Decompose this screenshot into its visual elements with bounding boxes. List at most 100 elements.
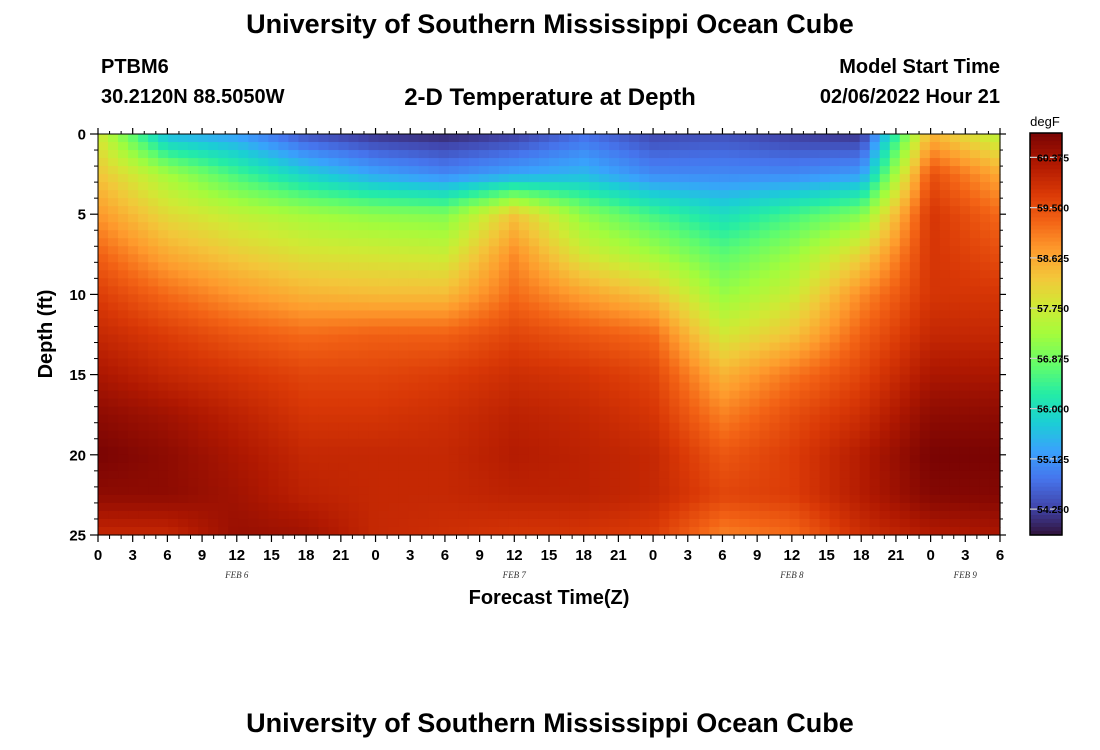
heatmap-cell [549, 230, 560, 239]
heatmap-cell [398, 246, 410, 255]
heatmap-cell [418, 214, 430, 223]
colorbar-band [1030, 346, 1062, 351]
heatmap-cell [238, 398, 249, 408]
heatmap-cell [158, 350, 169, 360]
heatmap-cell [538, 310, 550, 320]
heatmap-cell [779, 502, 791, 512]
colorbar-band [1030, 358, 1062, 363]
heatmap-cell [909, 350, 921, 360]
heatmap-cell [538, 174, 550, 183]
heatmap-cell [659, 510, 670, 520]
heatmap-cell [488, 430, 500, 440]
heatmap-cell [108, 262, 119, 271]
heatmap-cell [168, 470, 179, 480]
heatmap-cell [208, 494, 219, 504]
heatmap-cell [689, 422, 700, 432]
heatmap-cell [659, 446, 670, 456]
heatmap-cell [729, 270, 741, 279]
heatmap-cell [669, 342, 680, 352]
heatmap-cell [949, 214, 961, 223]
heatmap-cell [729, 398, 741, 408]
heatmap-cell [789, 526, 801, 536]
heatmap-cell [408, 422, 420, 432]
heatmap-cell [98, 366, 109, 376]
heatmap-cell [569, 326, 580, 336]
heatmap-cell [258, 350, 269, 360]
heatmap-cell [418, 358, 430, 368]
heatmap-cell [128, 174, 139, 183]
heatmap-cell [208, 390, 219, 400]
heatmap-cell [348, 318, 360, 328]
heatmap-cell [969, 406, 981, 416]
heatmap-cell [178, 198, 189, 207]
heatmap-cell [508, 174, 520, 183]
heatmap-cell [118, 318, 129, 328]
heatmap-cell [689, 398, 700, 408]
heatmap-cell [579, 470, 590, 480]
heatmap-cell [779, 382, 791, 392]
heatmap-cell [118, 286, 129, 295]
heatmap-cell [949, 278, 961, 287]
heatmap-cell [919, 486, 931, 496]
heatmap-cell [518, 246, 530, 255]
heatmap-cell [498, 206, 510, 215]
heatmap-cell [388, 462, 400, 472]
heatmap-cell [358, 518, 370, 528]
heatmap-cell [779, 518, 791, 528]
heatmap-cell [959, 494, 971, 504]
heatmap-cell [909, 502, 921, 512]
heatmap-cell [288, 438, 300, 448]
heatmap-cell [508, 502, 520, 512]
heatmap-cell [198, 438, 209, 448]
heatmap-cell [649, 406, 660, 416]
heatmap-cell [989, 406, 1001, 416]
heatmap-cell [238, 366, 249, 376]
heatmap-cell [559, 374, 570, 384]
heatmap-cell [338, 462, 350, 472]
heatmap-cell [559, 422, 570, 432]
heatmap-cell [709, 374, 720, 384]
heatmap-cell [789, 494, 801, 504]
heatmap-cell [599, 390, 610, 400]
heatmap-cell [128, 310, 139, 320]
heatmap-cell [969, 478, 981, 488]
heatmap-cell [368, 414, 380, 424]
heatmap-cell [378, 342, 390, 352]
heatmap-cell [108, 462, 119, 472]
heatmap-cell [939, 310, 951, 320]
heatmap-cell [238, 150, 249, 159]
heatmap-cell [348, 286, 360, 295]
heatmap-cell [418, 310, 430, 320]
heatmap-cell [579, 174, 590, 183]
heatmap-cell [689, 198, 700, 207]
heatmap-cell [128, 150, 139, 159]
heatmap-cell [739, 366, 751, 376]
heatmap-cell [198, 414, 209, 424]
heatmap-cell [819, 462, 831, 472]
heatmap-cell [819, 182, 831, 191]
heatmap-cell [699, 198, 710, 207]
heatmap-cell [859, 334, 871, 344]
heatmap-cell [929, 334, 941, 344]
heatmap-cell [348, 142, 360, 151]
heatmap-cell [789, 142, 801, 151]
heatmap-cell [178, 422, 189, 432]
heatmap-cell [168, 214, 179, 223]
heatmap-cell [318, 334, 330, 344]
heatmap-cell [238, 294, 249, 304]
heatmap-cell [458, 414, 470, 424]
heatmap-cell [809, 414, 821, 424]
heatmap-cell [498, 406, 510, 416]
heatmap-cell [859, 166, 871, 175]
heatmap-cell [629, 526, 640, 536]
heatmap-cell [228, 286, 239, 295]
colorbar-band [1030, 410, 1062, 415]
heatmap-cell [649, 182, 660, 191]
heatmap-cell [278, 462, 290, 472]
heatmap-cell [709, 310, 720, 320]
heatmap-cell [619, 166, 630, 175]
heatmap-cell [388, 478, 400, 488]
heatmap-cell [699, 318, 710, 328]
heatmap-cell [749, 422, 761, 432]
heatmap-cell [328, 326, 340, 336]
